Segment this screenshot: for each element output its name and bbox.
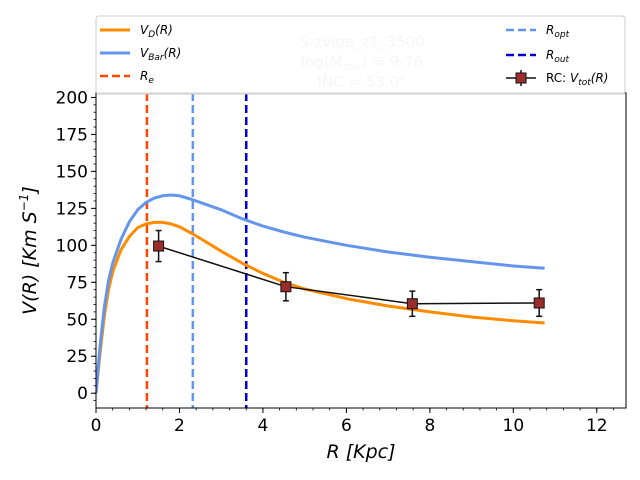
y-axis-label: V(R) [Km S−1] (17, 186, 41, 315)
y-tick-label-125: 125 (56, 199, 88, 219)
x-tick-label-8: 8 (424, 416, 435, 436)
x-tick-label-6: 6 (341, 416, 352, 436)
legend-entry-v-d-r-label: VD(R) (140, 23, 173, 40)
plot-frame (95, 92, 627, 409)
legend-box (95, 15, 626, 95)
legend-entry-rc-v-tot-r-swatch-marker (515, 72, 527, 84)
data-point-2 (406, 298, 418, 310)
x-tick-label-2: 2 (174, 416, 185, 436)
data-point-0 (153, 240, 165, 252)
x-tick-label-4: 4 (258, 416, 269, 436)
data-point-3 (533, 297, 545, 309)
y-tick-label-175: 175 (56, 125, 88, 145)
y-tick-label-150: 150 (56, 162, 88, 182)
y-tick-label-50: 50 (66, 310, 88, 330)
data-point-1 (280, 281, 292, 293)
legend-entry-r-e-label: Re (140, 69, 154, 86)
x-tick-label-12: 12 (586, 416, 608, 436)
legend-entry-rc-v-tot-r-label: RC: Vtot(R) (546, 71, 608, 88)
y-tick-label-75: 75 (66, 273, 88, 293)
y-tick-label-25: 25 (66, 347, 88, 367)
series-line-0 (96, 220, 545, 394)
y-tick-label-0: 0 (77, 384, 88, 404)
x-axis-label: R [Kpc] (326, 441, 395, 463)
y-tick-label-200: 200 (56, 88, 88, 108)
x-tick-label-0: 0 (91, 416, 102, 436)
series-line-rc (158, 245, 540, 305)
legend-entry-r-out-label: Rout (546, 48, 570, 65)
y-tick-label-100: 100 (56, 236, 88, 256)
legend-entry-v-bar-r-label: VBar(R) (140, 46, 181, 63)
legend-entry-r-opt-label: Ropt (546, 23, 570, 40)
series-line-1 (96, 193, 545, 394)
x-tick-label-10: 10 (503, 416, 525, 436)
